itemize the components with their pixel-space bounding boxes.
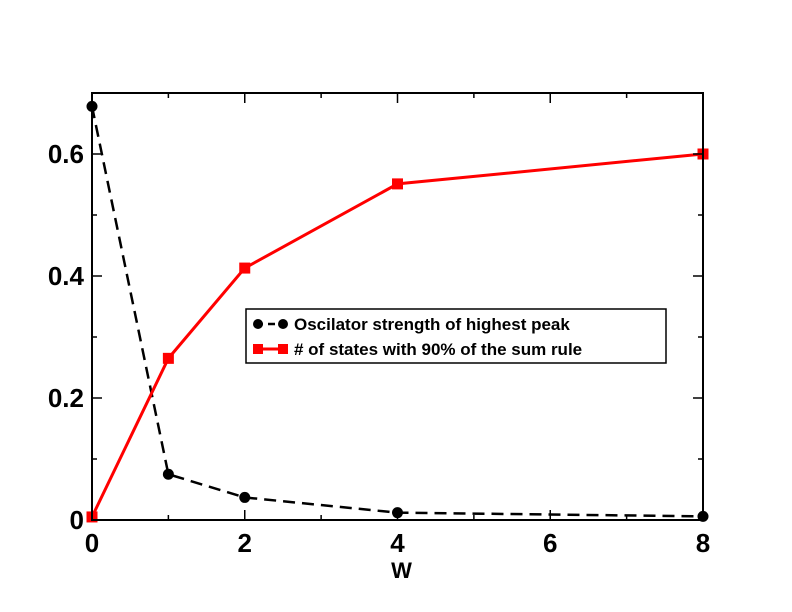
ticks-layer	[91, 92, 704, 521]
x-tick-label: 8	[696, 528, 710, 558]
data-point	[392, 178, 403, 190]
x-tick-label: 6	[543, 528, 557, 558]
data-point	[162, 352, 174, 364]
tick-labels-layer: 0 2 4 6 8 0 0.2 0.4 0.6	[48, 139, 710, 558]
y-tick-label: 0.2	[48, 383, 84, 413]
legend-marker	[253, 344, 263, 354]
legend-box	[245, 308, 667, 364]
data-point	[162, 468, 174, 480]
x-axis-title: W	[391, 558, 412, 583]
series-line	[90, 106, 704, 518]
x-tick-label: 2	[238, 528, 252, 558]
legend-marker	[278, 344, 288, 354]
legend-entry: # of states with 90% of the sum rule	[253, 340, 582, 359]
y-tick-label: 0.6	[48, 139, 84, 169]
legend-label: Oscilator strength of highest peak	[294, 315, 570, 334]
x-tick-label: 0	[85, 528, 99, 558]
legend-marker	[253, 319, 263, 329]
legend-marker	[278, 319, 288, 329]
x-tick-label: 4	[390, 528, 405, 558]
plot-frame	[91, 92, 704, 521]
legend-label: # of states with 90% of the sum rule	[294, 340, 582, 359]
legend-entries: Oscilator strength of highest peak # of s…	[253, 315, 582, 359]
legend-entry: Oscilator strength of highest peak	[253, 315, 570, 334]
y-tick-label: 0	[70, 505, 84, 535]
y-tick-label: 0.4	[48, 261, 85, 291]
data-point	[239, 491, 251, 503]
legend: Oscilator strength of highest peak # of s…	[245, 308, 667, 364]
data-point	[239, 262, 251, 274]
